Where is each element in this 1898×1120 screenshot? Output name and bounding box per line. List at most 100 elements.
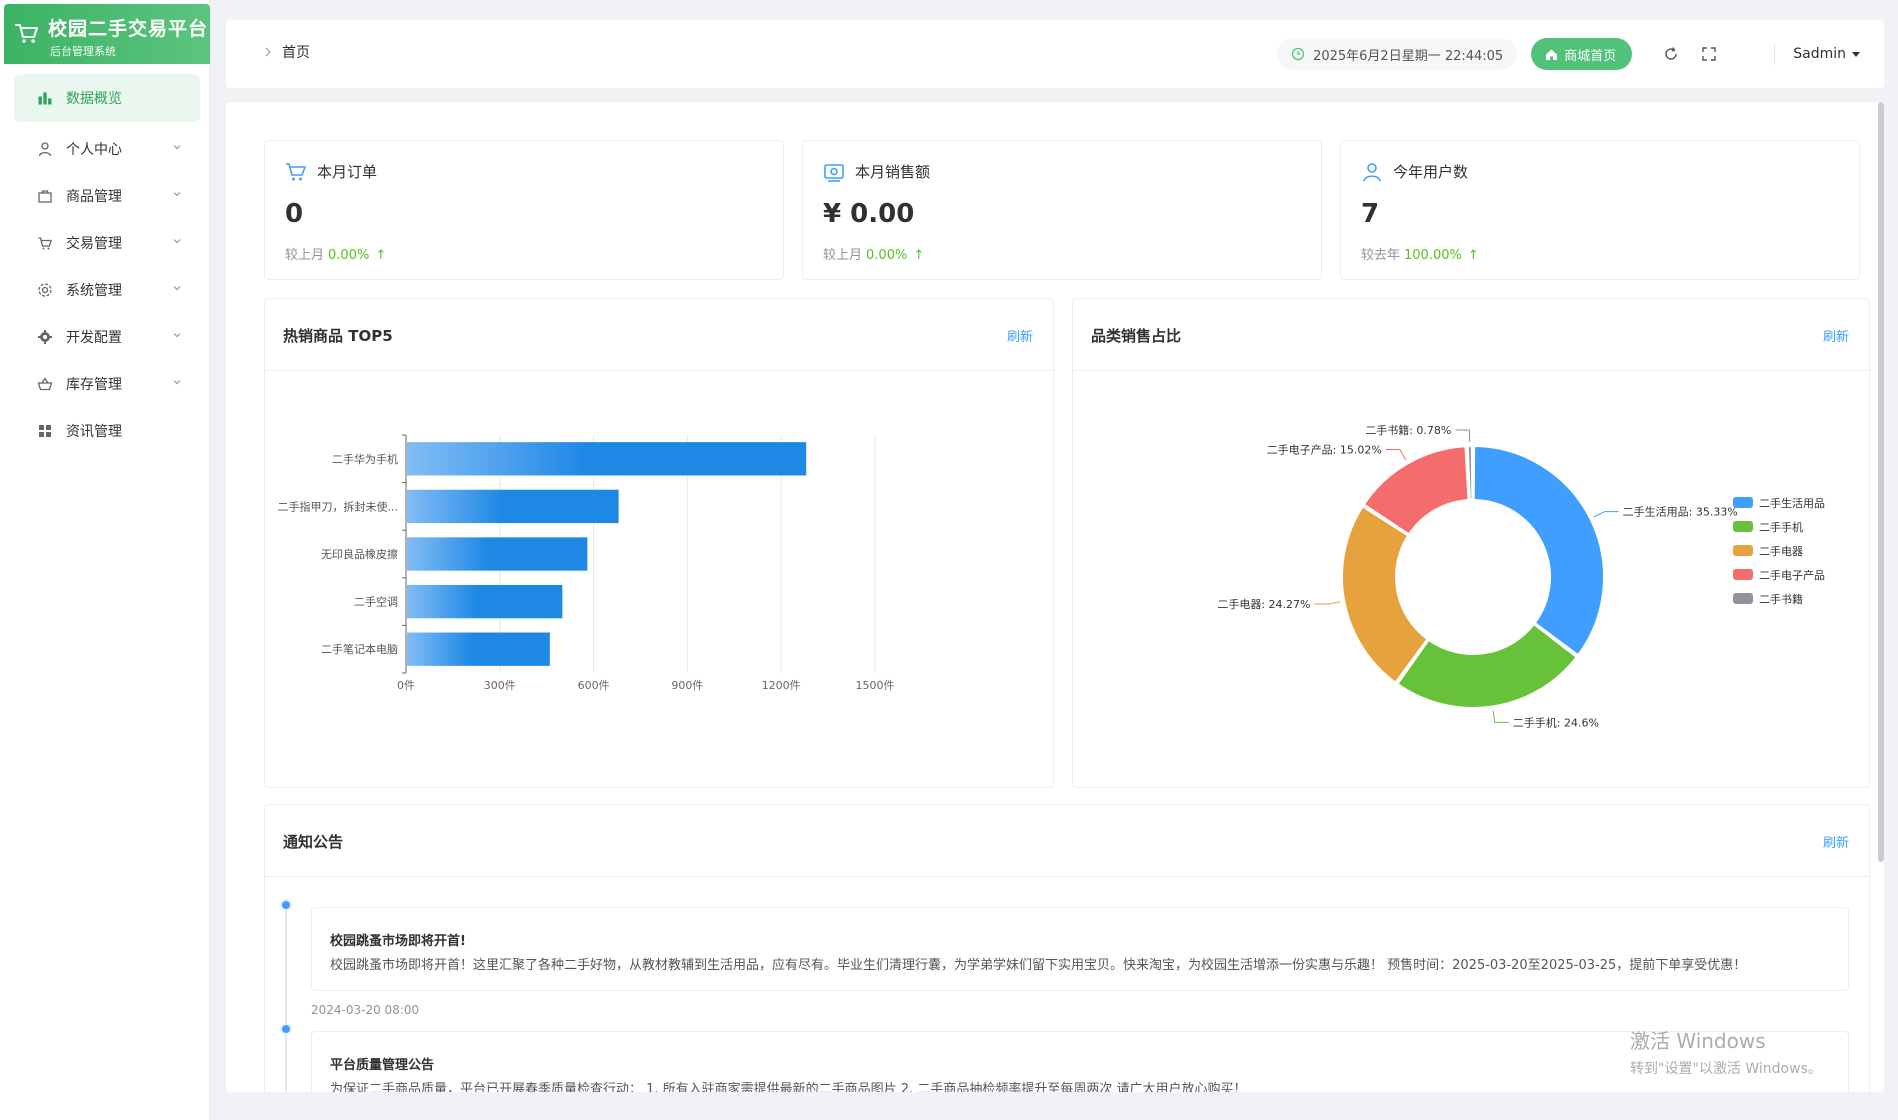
stat-label: 本月销售额 (855, 163, 931, 181)
chevron-down-icon (173, 333, 181, 338)
legend-swatch (1733, 497, 1753, 508)
bar-chart: 0件 300件 600件 900件 1200件 1500件 二手华为手机二手指甲刀，拆封未使… (278, 434, 895, 692)
legend-label: 二手书籍 (1759, 592, 1803, 606)
bar (407, 442, 807, 476)
wallet-icon (824, 163, 844, 182)
pie-value-label: 二手电子产品: 15.02% (1267, 442, 1382, 456)
stat-compare: 较上月 0.00% ↑ (823, 244, 924, 263)
pie-value-label: 二手书籍: 0.78% (1365, 423, 1451, 437)
pie-slice (1472, 444, 1605, 657)
bag-icon (36, 187, 54, 205)
legend-swatch (1733, 569, 1753, 580)
pie-value-label: 二手手机: 24.6% (1513, 715, 1599, 729)
top5-goods-card: 热销商品 TOP5 刷新 0件 300件 600件 900件 1200件 1500件 二手华… (264, 298, 1054, 788)
bar-tick-label: 1500件 (856, 679, 895, 692)
timeline-dot (280, 899, 292, 911)
legend-label: 二手电器 (1759, 544, 1803, 558)
pie-slice (1362, 445, 1470, 536)
clock-icon (1291, 47, 1305, 61)
sidebar-item-dashboard[interactable]: 数据概览 (14, 74, 200, 122)
refresh-icon (1665, 47, 1677, 60)
fullscreen-button[interactable] (1699, 44, 1719, 64)
stat-compare: 较上月 0.00% ↑ (285, 244, 386, 263)
bar-tick-label: 300件 (484, 679, 516, 692)
cart-icon (286, 162, 306, 180)
pie-chart: 二手生活用品: 35.33% 二手手机: 24.6% 二手电器: 24.27% 二手电… (1217, 423, 1825, 729)
bar-category-label: 二手空调 (354, 595, 398, 609)
notice-date: 2024-03-20 08:00 (311, 1003, 420, 1017)
refresh-link[interactable]: 刷新 (1006, 330, 1033, 345)
card-title: 通知公告 (283, 833, 344, 851)
sidebar-item-label: 个人中心 (66, 141, 122, 158)
header-tools: 2025年6月2日星期一 22:44:05 商城首页 Sadmin (1277, 34, 1884, 74)
notice-item[interactable]: 平台质量管理公告 为保证二手商品质量，平台已开展春季质量检查行动： 1. 所有入… (311, 1031, 1849, 1092)
sidebar-item-news[interactable]: 资讯管理 (14, 407, 200, 454)
legend-label: 二手电子产品 (1759, 568, 1825, 582)
refresh-link[interactable]: 刷新 (1822, 836, 1849, 851)
gear-icon (36, 281, 54, 299)
scrollbar[interactable] (1878, 102, 1884, 862)
stat-card-orders: 本月订单 0 较上月 0.00% ↑ (264, 140, 784, 280)
bar-category-label: 二手笔记本电脑 (321, 642, 398, 656)
windows-activation-watermark: 激活 Windows 转到"设置"以激活 Windows。 (1630, 1025, 1822, 1078)
stat-compare: 较去年 100.00% ↑ (1361, 244, 1479, 263)
sidebar: 校园二手交易平台 后台管理系统 数据概览 个人中心 商品管理 (0, 0, 210, 1120)
sidebar-item-system[interactable]: 系统管理 (14, 266, 200, 313)
legend-swatch (1733, 593, 1753, 604)
app-logo[interactable]: 校园二手交易平台 后台管理系统 (4, 4, 210, 64)
bar (407, 632, 550, 666)
bar-category-label: 二手指甲刀，拆封未使... (278, 499, 399, 513)
home-icon (1546, 49, 1558, 60)
sidebar-item-profile[interactable]: 个人中心 (14, 125, 200, 172)
card-title: 品类销售占比 (1091, 327, 1182, 345)
pie-leader-line (1455, 429, 1471, 443)
legend-swatch (1733, 545, 1753, 556)
sidebar-item-inventory[interactable]: 库存管理 (14, 360, 200, 407)
pie-value-label: 二手生活用品: 35.33% (1623, 505, 1738, 519)
notice-item[interactable]: 校园跳蚤市场即将开首! 校园跳蚤市场即将开首！这里汇聚了各种二手好物，从教材教辅… (311, 907, 1849, 991)
category-share-card: 品类销售占比 刷新 二手生活用品: 35.33% 二手手机: 24.6% 二手电器:… (1072, 298, 1870, 788)
pie-leader-line (1314, 601, 1341, 605)
sidebar-item-label: 数据概览 (66, 91, 122, 107)
breadcrumb: 首页 (264, 42, 310, 62)
basket-icon (36, 375, 54, 393)
bar-category-label: 二手华为手机 (332, 452, 398, 466)
datetime-display: 2025年6月2日星期一 22:44:05 (1277, 38, 1518, 70)
sidebar-item-trade[interactable]: 交易管理 (14, 219, 200, 266)
bar-tick-label: 900件 (671, 679, 703, 692)
legend-swatch (1733, 521, 1753, 532)
grid-icon (36, 422, 54, 440)
stat-compare-label: 较上月 (823, 248, 863, 263)
sidebar-item-dev-config[interactable]: 开发配置 (14, 313, 200, 360)
legend-label: 二手手机 (1759, 520, 1803, 534)
card-title: 热销商品 TOP5 (283, 327, 393, 345)
cog-icon (36, 328, 54, 346)
arrow-up-icon: ↑ (1467, 248, 1479, 263)
sidebar-item-goods[interactable]: 商品管理 (14, 172, 200, 219)
chevron-down-icon (173, 145, 181, 150)
mall-home-button[interactable]: 商城首页 (1531, 38, 1633, 70)
stat-percent: 100.00% (1404, 248, 1462, 263)
app-subtitle: 后台管理系统 (50, 45, 116, 58)
user-menu[interactable]: Sadmin (1793, 46, 1860, 62)
pie-slice (1341, 505, 1429, 685)
cart-icon (36, 234, 54, 252)
sidebar-item-label: 系统管理 (66, 282, 122, 299)
app-title: 校园二手交易平台 (48, 18, 209, 40)
chevron-down-icon (173, 380, 181, 385)
cart-logo-icon (15, 24, 38, 43)
main-content: 本月订单 0 较上月 0.00% ↑ 本月销售额 ¥ 0.00 较上月 0.00% ↑ … (226, 102, 1884, 1092)
watermark-line2: 转到"设置"以激活 Windows。 (1630, 1061, 1822, 1077)
card-header: 品类销售占比 刷新 (1073, 299, 1869, 371)
caret-down-icon (1852, 51, 1860, 57)
notice-content: 校园跳蚤市场即将开首！这里汇聚了各种二手好物，从教材教辅到生活用品，应有尽有。毕… (330, 958, 1747, 973)
arrow-up-icon: ↑ (913, 248, 925, 263)
timeline-dot (280, 1023, 292, 1035)
arrow-up-icon: ↑ (375, 248, 387, 263)
breadcrumb-home[interactable]: 首页 (282, 45, 310, 61)
user-icon (36, 140, 54, 158)
chevron-down-icon (173, 239, 181, 244)
refresh-link[interactable]: 刷新 (1822, 330, 1849, 345)
timeline-line (285, 903, 287, 1092)
refresh-button[interactable] (1661, 44, 1681, 64)
